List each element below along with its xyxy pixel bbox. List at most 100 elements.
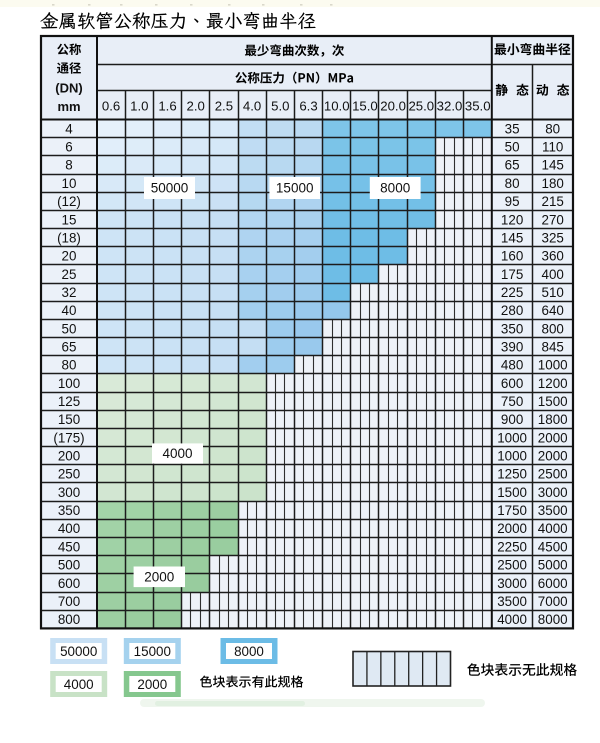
svg-text:120: 120 [501, 212, 523, 227]
svg-text:510: 510 [542, 285, 564, 300]
svg-text:215: 215 [542, 194, 564, 209]
svg-text:32: 32 [62, 285, 77, 300]
svg-text:40: 40 [62, 303, 77, 318]
svg-text:2250: 2250 [497, 539, 527, 554]
svg-text:400: 400 [542, 267, 564, 282]
svg-text:250: 250 [58, 467, 80, 482]
svg-text:6000: 6000 [538, 576, 568, 591]
svg-text:700: 700 [58, 594, 80, 609]
svg-text:145: 145 [542, 158, 564, 173]
svg-text:5000: 5000 [538, 558, 568, 573]
svg-text:2000: 2000 [538, 430, 568, 445]
svg-text:750: 750 [501, 394, 523, 409]
svg-text:4000: 4000 [162, 446, 192, 461]
svg-text:1.0: 1.0 [130, 99, 148, 114]
svg-text:2.5: 2.5 [215, 99, 233, 114]
svg-text:8000: 8000 [234, 644, 264, 659]
svg-text:3500: 3500 [497, 594, 527, 609]
svg-text:1000: 1000 [497, 449, 527, 464]
svg-text:32.0: 32.0 [437, 99, 463, 114]
svg-text:35: 35 [505, 121, 520, 136]
svg-text:1800: 1800 [538, 412, 568, 427]
svg-text:(12): (12) [57, 194, 81, 209]
svg-text:50000: 50000 [60, 644, 97, 659]
svg-text:2000: 2000 [497, 521, 527, 536]
svg-text:360: 360 [542, 249, 564, 264]
svg-text:20: 20 [62, 249, 77, 264]
svg-text:110: 110 [542, 140, 563, 155]
svg-text:3500: 3500 [538, 503, 568, 518]
svg-text:6.3: 6.3 [299, 99, 317, 114]
svg-text:600: 600 [58, 576, 80, 591]
svg-text:80: 80 [62, 358, 77, 373]
svg-text:100: 100 [58, 376, 80, 391]
svg-text:600: 600 [501, 376, 523, 391]
svg-text:1250: 1250 [497, 467, 527, 482]
svg-text:350: 350 [58, 503, 80, 518]
svg-text:300: 300 [58, 485, 80, 500]
svg-text:35.0: 35.0 [465, 99, 491, 114]
svg-text:1000: 1000 [538, 358, 568, 373]
svg-text:4000: 4000 [497, 612, 527, 627]
svg-text:65: 65 [62, 339, 77, 354]
svg-text:175: 175 [501, 267, 523, 282]
svg-text:280: 280 [501, 303, 523, 318]
svg-text:15: 15 [62, 212, 77, 227]
svg-text:25.0: 25.0 [408, 99, 434, 114]
svg-text:4.0: 4.0 [243, 99, 261, 114]
svg-text:1000: 1000 [497, 430, 527, 445]
svg-text:1750: 1750 [497, 503, 527, 518]
svg-text:270: 270 [542, 212, 564, 227]
svg-text:180: 180 [542, 176, 564, 191]
svg-text:2500: 2500 [497, 558, 527, 573]
svg-text:845: 845 [542, 339, 564, 354]
svg-text:6: 6 [65, 140, 72, 155]
svg-text:50: 50 [62, 321, 77, 336]
svg-text:2000: 2000 [137, 677, 167, 692]
svg-text:8: 8 [65, 158, 72, 173]
svg-text:390: 390 [501, 339, 523, 354]
svg-text:1200: 1200 [538, 376, 568, 391]
svg-text:10: 10 [62, 176, 77, 191]
svg-text:200: 200 [58, 449, 80, 464]
svg-text:150: 150 [58, 412, 80, 427]
svg-text:1.6: 1.6 [158, 99, 176, 114]
svg-text:15000: 15000 [134, 644, 171, 659]
svg-text:15.0: 15.0 [352, 99, 378, 114]
svg-text:3000: 3000 [497, 576, 527, 591]
svg-text:145: 145 [501, 230, 523, 245]
svg-text:640: 640 [542, 303, 564, 318]
svg-text:800: 800 [542, 321, 564, 336]
svg-text:8000: 8000 [538, 612, 568, 627]
svg-text:900: 900 [501, 412, 523, 427]
svg-text:50: 50 [505, 140, 520, 155]
svg-text:225: 225 [501, 285, 523, 300]
svg-text:8000: 8000 [380, 181, 410, 196]
svg-text:500: 500 [58, 558, 80, 573]
svg-text:400: 400 [58, 521, 80, 536]
svg-text:450: 450 [58, 539, 80, 554]
svg-text:(175): (175) [53, 430, 84, 445]
svg-text:10.0: 10.0 [324, 99, 350, 114]
svg-text:125: 125 [58, 394, 80, 409]
svg-text:(18): (18) [57, 230, 81, 245]
svg-text:15000: 15000 [276, 181, 314, 196]
svg-text:2500: 2500 [538, 467, 568, 482]
svg-text:95: 95 [505, 194, 520, 209]
svg-text:50000: 50000 [151, 181, 189, 196]
svg-text:350: 350 [501, 321, 523, 336]
svg-text:1500: 1500 [497, 485, 527, 500]
svg-text:mm: mm [57, 99, 80, 114]
svg-text:80: 80 [545, 121, 560, 136]
svg-text:4000: 4000 [538, 521, 568, 536]
svg-text:4000: 4000 [64, 677, 94, 692]
svg-text:5.0: 5.0 [271, 99, 289, 114]
svg-text:800: 800 [58, 612, 80, 627]
svg-text:2.0: 2.0 [187, 99, 205, 114]
svg-text:7000: 7000 [538, 594, 568, 609]
svg-text:2000: 2000 [538, 449, 568, 464]
svg-text:65: 65 [505, 158, 520, 173]
svg-text:(DN): (DN) [55, 80, 82, 95]
svg-text:0.6: 0.6 [102, 99, 120, 114]
svg-text:4500: 4500 [538, 539, 568, 554]
